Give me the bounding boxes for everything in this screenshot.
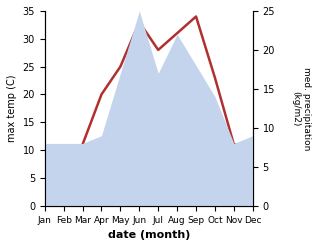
Y-axis label: med. precipitation
(kg/m2): med. precipitation (kg/m2) xyxy=(292,67,311,150)
Y-axis label: max temp (C): max temp (C) xyxy=(7,75,17,142)
X-axis label: date (month): date (month) xyxy=(107,230,190,240)
